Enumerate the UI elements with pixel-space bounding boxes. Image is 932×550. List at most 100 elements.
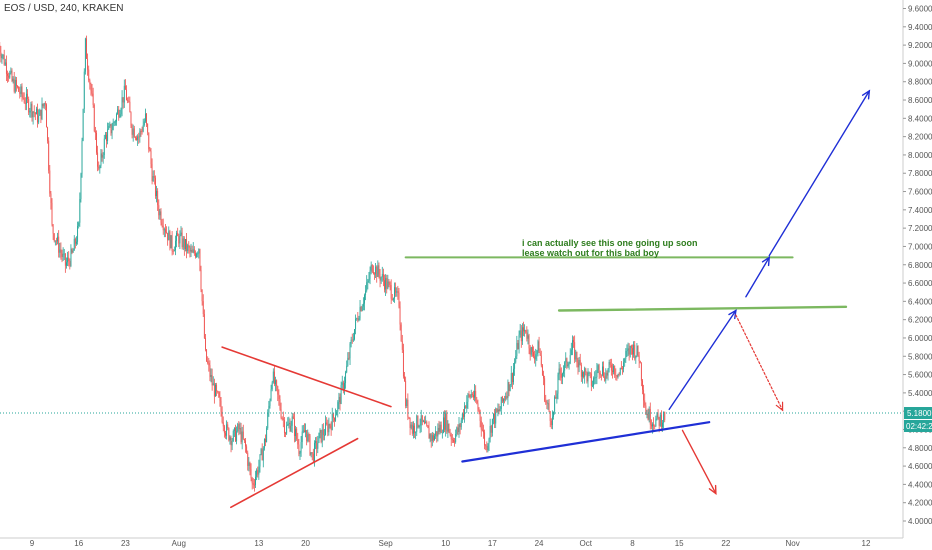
candle-body bbox=[503, 399, 504, 402]
candle-body bbox=[351, 339, 353, 341]
candle-body bbox=[12, 78, 14, 81]
candle-body bbox=[449, 432, 451, 435]
candle-body bbox=[161, 222, 163, 226]
candle-body bbox=[643, 389, 645, 401]
candle-body bbox=[306, 430, 308, 442]
candle-body bbox=[359, 307, 361, 319]
candle-body bbox=[49, 170, 51, 194]
x-tick-label: Sep bbox=[378, 539, 393, 548]
candle-body bbox=[541, 365, 543, 376]
candle-body bbox=[207, 361, 209, 364]
candle-body bbox=[266, 428, 268, 443]
candle-body bbox=[222, 422, 224, 427]
candle-body bbox=[379, 274, 381, 281]
candle-body bbox=[113, 121, 115, 123]
candle-body bbox=[372, 271, 374, 274]
candle-body bbox=[474, 390, 476, 398]
candle-body bbox=[71, 249, 73, 253]
candle-body bbox=[168, 231, 170, 241]
candle-body bbox=[660, 414, 662, 427]
x-tick-label: 15 bbox=[675, 539, 684, 548]
candle-body bbox=[35, 108, 37, 115]
candle-body bbox=[104, 134, 106, 139]
candle-body bbox=[389, 282, 391, 286]
candle-body bbox=[434, 435, 435, 441]
candle-body bbox=[521, 327, 523, 342]
candle-body bbox=[649, 409, 651, 425]
blue-arrow-3-line bbox=[768, 90, 871, 257]
candle-body bbox=[620, 368, 622, 369]
candle-body bbox=[261, 449, 263, 461]
candle-body bbox=[149, 149, 151, 152]
y-tick-label: 4.2000 bbox=[908, 499, 932, 508]
y-tick-label: 5.8000 bbox=[908, 352, 932, 361]
candle-body bbox=[463, 413, 464, 417]
candle-body bbox=[72, 250, 74, 253]
candle-body bbox=[543, 375, 544, 379]
candle-body bbox=[339, 396, 341, 404]
candle-body bbox=[447, 423, 449, 432]
candle-body bbox=[342, 382, 344, 390]
candle-body bbox=[41, 103, 43, 120]
candle-body bbox=[445, 413, 447, 430]
candle-body bbox=[139, 130, 141, 138]
candle-body bbox=[237, 424, 239, 432]
candle-body bbox=[586, 372, 588, 382]
candle-body bbox=[408, 416, 410, 418]
candle-body bbox=[398, 292, 400, 307]
candle-body bbox=[439, 424, 441, 432]
candle-body bbox=[405, 380, 407, 406]
candle-body bbox=[609, 361, 611, 365]
candle-body bbox=[391, 298, 393, 300]
candle-body bbox=[579, 359, 581, 365]
candle-body bbox=[397, 291, 399, 293]
y-tick-label: 4.6000 bbox=[908, 462, 932, 471]
candle-body bbox=[476, 400, 478, 404]
candle-body bbox=[236, 431, 238, 442]
candle-body bbox=[555, 396, 557, 399]
candle-body bbox=[457, 427, 459, 433]
candle-body bbox=[399, 306, 401, 325]
candle-body bbox=[208, 363, 210, 366]
candle-body bbox=[281, 417, 283, 419]
candle-body bbox=[39, 109, 41, 116]
candle-body bbox=[76, 241, 77, 244]
candle-body bbox=[163, 229, 165, 231]
candle-body bbox=[18, 86, 20, 92]
candle-body bbox=[159, 211, 161, 216]
candle-body bbox=[315, 441, 317, 443]
candle-body bbox=[355, 318, 357, 330]
candle-body bbox=[277, 386, 279, 395]
candle-body bbox=[452, 440, 454, 442]
candle-body bbox=[384, 280, 385, 290]
x-tick-label: Oct bbox=[580, 539, 593, 548]
candle-body bbox=[451, 439, 453, 441]
y-tick-label: 4.4000 bbox=[908, 480, 932, 489]
candle-body bbox=[560, 373, 562, 378]
candle-body bbox=[198, 249, 200, 254]
candle-body bbox=[557, 374, 559, 394]
candle-body bbox=[580, 364, 582, 377]
candle-body bbox=[79, 199, 81, 223]
candle-body bbox=[533, 352, 534, 357]
y-tick-label: 5.4000 bbox=[908, 389, 932, 398]
candle-body bbox=[406, 399, 408, 406]
candle-body bbox=[213, 383, 215, 397]
y-tick-label: 8.8000 bbox=[908, 78, 932, 87]
candle-body bbox=[182, 238, 184, 248]
y-tick-label: 7.0000 bbox=[908, 242, 932, 251]
candle-body bbox=[440, 424, 442, 433]
candle-body bbox=[111, 129, 113, 134]
candle-body bbox=[617, 373, 619, 378]
y-tick-label: 7.8000 bbox=[908, 169, 932, 178]
chart-title: EOS / USD, 240, KRAKEN bbox=[4, 3, 124, 14]
candle-body bbox=[419, 425, 421, 427]
candle-body bbox=[319, 429, 321, 433]
candle-body bbox=[652, 424, 653, 427]
candle-body bbox=[242, 431, 244, 439]
candle-body bbox=[554, 396, 556, 412]
candle-body bbox=[245, 440, 246, 447]
candle-body bbox=[143, 121, 145, 126]
candle-body bbox=[86, 38, 87, 59]
